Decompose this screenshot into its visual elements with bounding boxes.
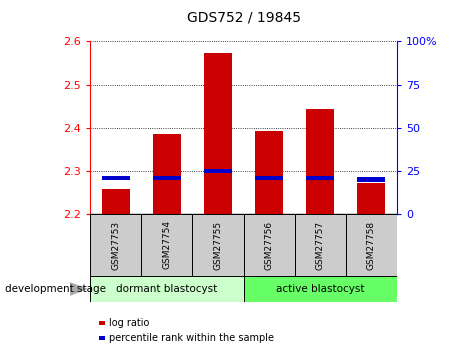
FancyBboxPatch shape (90, 214, 141, 276)
Text: percentile rank within the sample: percentile rank within the sample (109, 333, 274, 343)
Text: GSM27756: GSM27756 (265, 220, 274, 269)
Bar (204, 169, 232, 173)
Bar (306, 109, 334, 214)
Text: GSM27755: GSM27755 (213, 220, 222, 269)
Text: GDS752 / 19845: GDS752 / 19845 (187, 10, 300, 24)
FancyBboxPatch shape (90, 276, 244, 302)
Polygon shape (70, 282, 88, 296)
Bar (357, 183, 385, 214)
Bar (255, 131, 283, 214)
Text: active blastocyst: active blastocyst (276, 284, 364, 294)
Bar (357, 177, 385, 181)
Text: GSM27757: GSM27757 (316, 220, 325, 269)
Bar (101, 176, 130, 180)
Text: GSM27758: GSM27758 (367, 220, 376, 269)
Text: dormant blastocyst: dormant blastocyst (116, 284, 217, 294)
Text: development stage: development stage (5, 284, 106, 294)
FancyBboxPatch shape (244, 276, 397, 302)
FancyBboxPatch shape (193, 214, 244, 276)
Bar (101, 189, 130, 214)
Bar (204, 53, 232, 214)
Text: GSM27754: GSM27754 (162, 220, 171, 269)
FancyBboxPatch shape (244, 214, 295, 276)
Bar (306, 176, 334, 180)
FancyBboxPatch shape (141, 214, 193, 276)
Text: GSM27753: GSM27753 (111, 220, 120, 269)
Bar (153, 134, 181, 214)
FancyBboxPatch shape (346, 214, 397, 276)
Text: log ratio: log ratio (109, 318, 150, 327)
Bar (255, 176, 283, 180)
FancyBboxPatch shape (295, 214, 346, 276)
Bar (153, 176, 181, 180)
